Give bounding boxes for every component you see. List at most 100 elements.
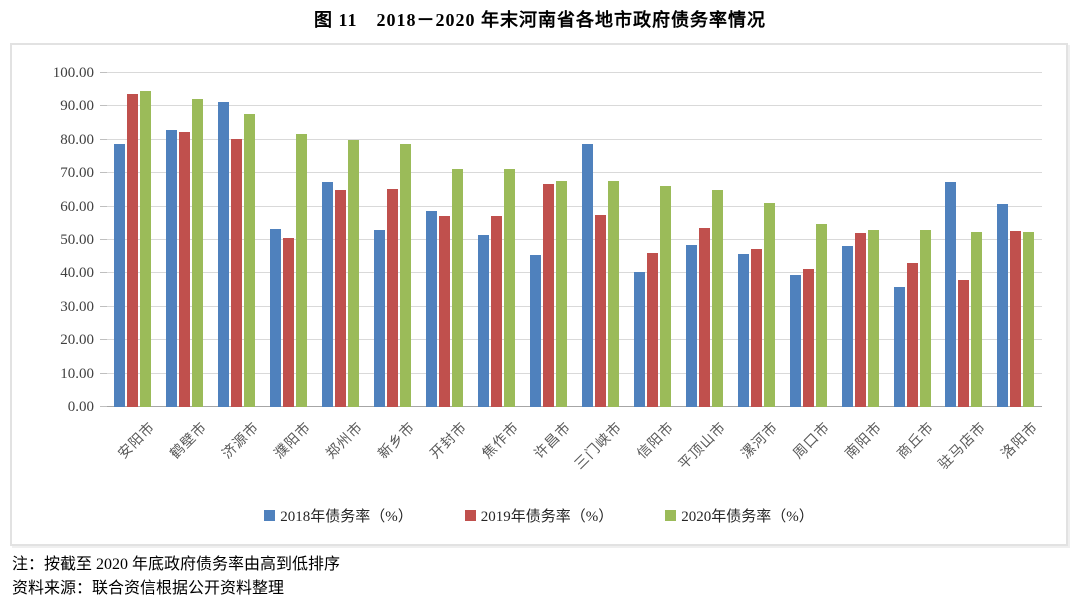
- note-sort-order: 注：按截至 2020 年底政府债务率由高到低排序: [12, 556, 341, 573]
- bar: [659, 186, 671, 407]
- y-axis-tick: [100, 205, 107, 207]
- bar: [997, 204, 1009, 407]
- gridline: [107, 138, 1042, 140]
- bar: [646, 253, 658, 407]
- y-axis-tick: [100, 339, 107, 341]
- bar: [127, 94, 139, 407]
- x-axis-label-text: 南阳市: [843, 419, 886, 463]
- bar: [581, 144, 593, 407]
- legend-label: 2019年债务率（%）: [480, 509, 614, 525]
- bar: [789, 275, 801, 407]
- bar: [504, 169, 516, 407]
- gridline: [107, 305, 1042, 307]
- bar: [854, 233, 866, 407]
- y-axis-tick: [100, 272, 107, 274]
- bar: [893, 287, 905, 407]
- bar: [439, 215, 451, 407]
- legend-item: 2018年债务率（%）: [264, 505, 413, 526]
- x-axis-label-text: 三门峡市: [572, 419, 626, 473]
- bar-group: [626, 73, 678, 407]
- bar-group: [574, 73, 626, 407]
- y-axis-tick-label: 70.00: [60, 165, 94, 182]
- bar: [594, 215, 606, 407]
- gridline: [107, 172, 1042, 174]
- bar: [270, 229, 282, 407]
- bar: [400, 144, 412, 407]
- bar-group: [367, 73, 419, 407]
- bar: [971, 231, 983, 407]
- footnotes: 注：按截至 2020 年底政府债务率由高到低排序 资料来源：联合资信根据公开资料…: [12, 553, 340, 601]
- y-axis-tick-label: 10.00: [60, 365, 94, 382]
- gridline: [107, 105, 1042, 107]
- bar: [296, 134, 308, 407]
- y-axis-tick: [100, 305, 107, 307]
- bar: [685, 245, 697, 407]
- chart-area: 100.00 90.00 80.00 70.00 60.00 50.00 40.00 30.0…: [10, 43, 1068, 546]
- bar: [750, 248, 762, 407]
- legend-swatch: [264, 510, 276, 521]
- bar: [283, 238, 295, 407]
- bar: [114, 143, 126, 407]
- chart-legend: 2018年债务率（%） 2019年债务率（%） 2020年债务率（%）: [12, 505, 1066, 526]
- legend-label: 2020年债务率（%）: [681, 509, 814, 525]
- y-axis-tick-label: 0.00: [67, 399, 94, 415]
- x-axis-label-text: 焦作市: [479, 419, 523, 463]
- bar: [192, 98, 204, 407]
- gridline: [107, 205, 1042, 207]
- y-axis-tick: [100, 172, 107, 174]
- bar: [452, 168, 464, 407]
- y-axis-tick: [100, 138, 107, 140]
- bar-group: [523, 73, 575, 407]
- x-axis-label-text: 商丘市: [895, 419, 938, 463]
- gridline: [107, 372, 1042, 374]
- y-axis-tick-label: 90.00: [60, 98, 94, 115]
- bar-group: [471, 73, 523, 407]
- y-axis-tick-label: 60.00: [60, 198, 94, 215]
- bar: [426, 210, 438, 407]
- bar: [711, 189, 723, 407]
- gridline: [107, 272, 1042, 274]
- bar: [607, 181, 619, 407]
- bar: [919, 230, 931, 407]
- bar-group: [938, 73, 990, 407]
- x-axis-label-text: 周口市: [791, 419, 834, 463]
- x-axis-label-text: 许昌市: [531, 419, 574, 463]
- y-axis-tick-label: 80.00: [60, 131, 94, 148]
- bar-group: [730, 73, 782, 407]
- y-axis-tick: [100, 239, 107, 240]
- x-axis-label-text: 洛阳市: [999, 419, 1042, 463]
- x-axis-label-text: 济源市: [219, 419, 263, 463]
- y-axis-tick: [100, 372, 107, 374]
- figure-title: 图 11 2018－2020 年末河南省各地市政府债务率情况: [313, 10, 766, 30]
- y-axis-tick-label: 50.00: [60, 232, 94, 248]
- bar: [1023, 231, 1035, 407]
- bar: [633, 272, 645, 407]
- legend-swatch: [665, 510, 677, 521]
- bar-groups: [107, 73, 1042, 407]
- gridline: [107, 339, 1042, 341]
- legend-label: 2018年债务率（%）: [280, 509, 413, 525]
- bar: [529, 254, 541, 407]
- y-axis-tick: [100, 406, 107, 407]
- bar-group: [263, 73, 315, 407]
- bar: [335, 190, 347, 407]
- gridline: [107, 72, 1042, 73]
- bar: [322, 181, 334, 407]
- y-axis-tick-label: 40.00: [60, 265, 94, 282]
- bar: [387, 189, 399, 407]
- bar: [698, 227, 710, 407]
- x-axis-label-text: 鹤壁市: [167, 419, 211, 463]
- bar: [737, 253, 749, 407]
- bar-group: [678, 73, 730, 407]
- x-axis-label-text: 濮阳市: [271, 419, 315, 463]
- bar: [218, 102, 230, 407]
- bar: [374, 229, 386, 407]
- bar: [348, 140, 360, 407]
- x-axis-label-text: 郑州市: [323, 419, 367, 463]
- bar: [802, 268, 814, 407]
- bar: [555, 180, 567, 407]
- gridline: [107, 406, 1042, 407]
- bar-group: [834, 73, 886, 407]
- x-axis-label-text: 驻马店市: [936, 419, 990, 473]
